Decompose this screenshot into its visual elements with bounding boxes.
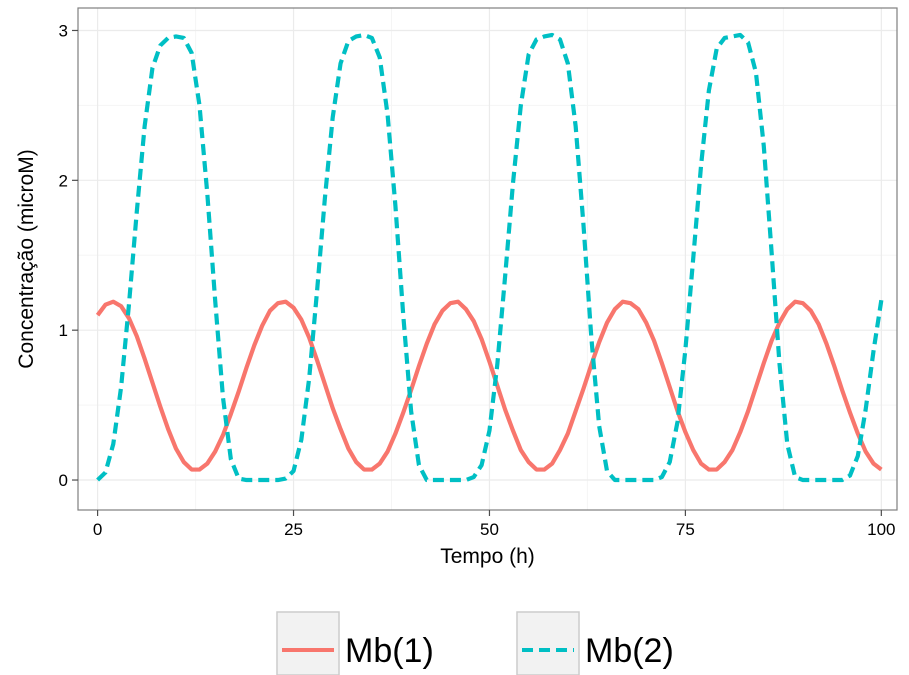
y-tick-label: 1 [59, 321, 68, 340]
y-tick-label: 2 [59, 171, 68, 190]
legend-label-mb1: Mb(1) [345, 632, 434, 670]
legend: Mb(1) Mb(2) [276, 611, 674, 675]
x-tick-label: 75 [676, 520, 695, 539]
legend-key-mb2 [516, 611, 580, 675]
legend-key-mb1 [276, 611, 340, 675]
axes: 0 25 50 75 100 0 1 2 3 [59, 21, 896, 539]
legend-label-mb2: Mb(2) [585, 632, 674, 670]
x-tick-label: 0 [93, 520, 102, 539]
x-tick-label: 100 [867, 520, 895, 539]
x-axis-title: Tempo (h) [440, 545, 535, 568]
y-tick-label: 0 [59, 471, 68, 490]
y-axis-title: Concentração (microM) [15, 149, 38, 368]
series-lines [95, 32, 884, 483]
x-tick-label: 50 [480, 520, 499, 539]
y-tick-label: 3 [59, 21, 68, 40]
series-line-mb1 [95, 299, 883, 472]
x-tick-label: 25 [284, 520, 303, 539]
plot-panel-border [77, 7, 898, 511]
series-line-mb2 [96, 32, 884, 483]
